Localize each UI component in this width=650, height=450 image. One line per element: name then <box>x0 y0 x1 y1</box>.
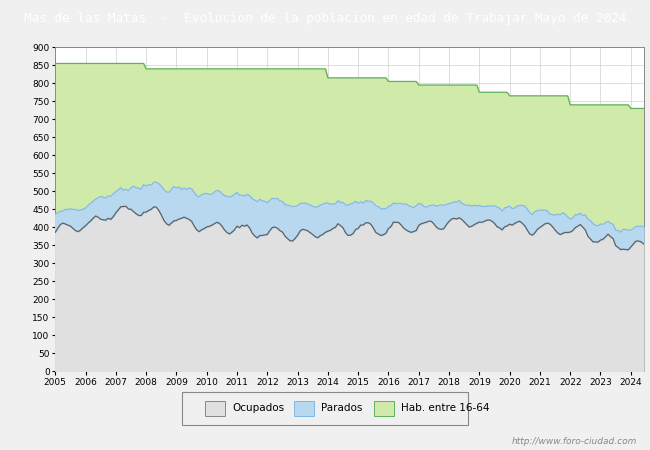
Bar <box>374 401 394 416</box>
Text: Parados: Parados <box>320 403 362 414</box>
Text: Hab. entre 16-64: Hab. entre 16-64 <box>401 403 489 414</box>
Text: http://www.foro-ciudad.com: http://www.foro-ciudad.com <box>512 436 637 446</box>
Bar <box>294 401 313 416</box>
Bar <box>205 401 225 416</box>
Text: Mas de las Matas  -  Evolucion de la poblacion en edad de Trabajar Mayo de 2024: Mas de las Matas - Evolucion de la pobla… <box>24 12 626 25</box>
Text: Ocupados: Ocupados <box>232 403 284 414</box>
